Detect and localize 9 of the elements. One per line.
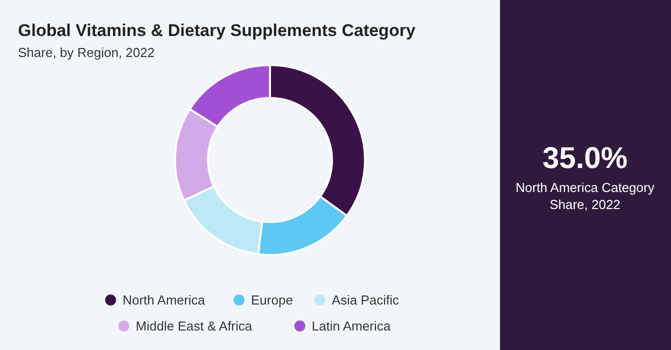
chart-subtitle: Share, by Region, 2022: [18, 45, 155, 60]
text: 35.0%: [542, 142, 628, 175]
legend-label: Asia Pacific: [332, 292, 400, 308]
legend-label: Middle East & Africa: [136, 318, 253, 334]
text: North America Category Share, 2022: [516, 180, 655, 212]
legend-label: Latin America: [312, 318, 392, 334]
legend-label: North America: [122, 292, 206, 308]
chart-title: Global Vitamins & Dietary Supplements Category: [18, 21, 416, 40]
legend-label: Europe: [251, 292, 293, 308]
